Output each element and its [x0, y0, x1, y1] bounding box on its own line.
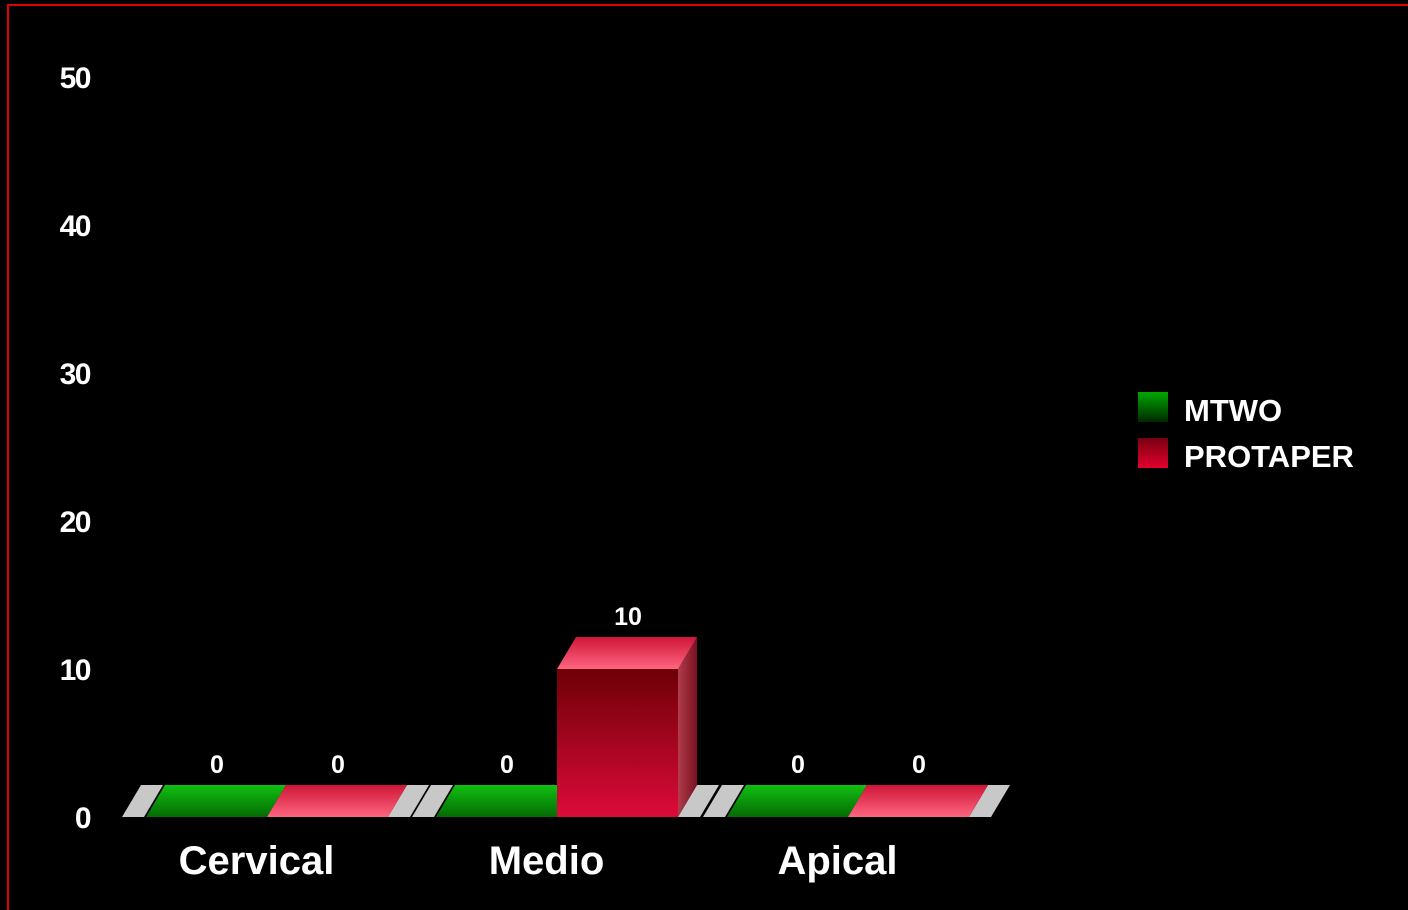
y-tick-label: 10 [60, 654, 91, 687]
data-label: 0 [500, 751, 514, 779]
floor-gap [122, 785, 163, 817]
category-label: Apical [777, 839, 897, 883]
category-label: Cervical [179, 839, 335, 883]
bar-top [146, 785, 286, 817]
floor-gap [388, 785, 429, 817]
floor-gap [969, 785, 1010, 817]
bar-front [557, 669, 678, 817]
data-label: 0 [791, 751, 805, 779]
floor-gap [678, 785, 719, 817]
y-tick-label: 30 [60, 358, 91, 391]
bar-top [436, 785, 576, 817]
legend-label: MTWO [1184, 393, 1282, 428]
data-label: 10 [614, 603, 642, 631]
data-label: 0 [912, 751, 926, 779]
y-tick-label: 40 [60, 210, 91, 243]
data-label: 0 [331, 751, 345, 779]
bar-top [848, 785, 988, 817]
chart-frame [7, 4, 1408, 910]
legend-swatch [1138, 392, 1168, 422]
bar-top [267, 785, 407, 817]
bar-side [678, 637, 697, 817]
legend-swatch [1138, 438, 1168, 468]
bar-top [727, 785, 867, 817]
y-tick-label: 0 [75, 802, 91, 835]
y-tick-label: 50 [60, 62, 91, 95]
category-label: Medio [489, 839, 605, 883]
data-label: 0 [210, 751, 224, 779]
bar-top [557, 637, 697, 669]
legend-label: PROTAPER [1184, 439, 1354, 474]
floor-gap [703, 785, 744, 817]
floor-gap [412, 785, 453, 817]
y-tick-label: 20 [60, 506, 91, 539]
